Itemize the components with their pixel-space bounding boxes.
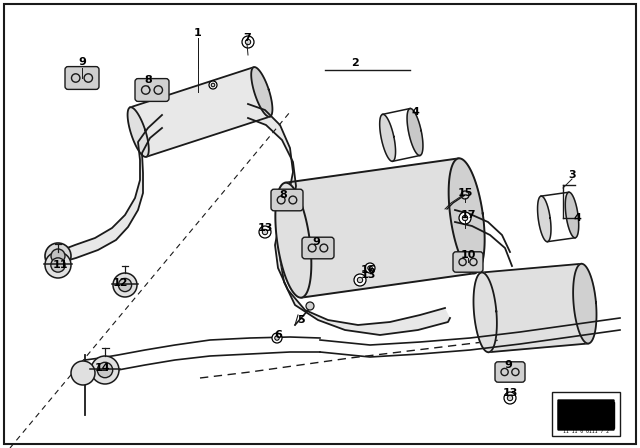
Polygon shape [482, 264, 588, 352]
Circle shape [357, 277, 363, 283]
Polygon shape [558, 400, 614, 430]
Circle shape [118, 278, 132, 292]
Circle shape [462, 215, 468, 221]
Circle shape [45, 252, 71, 278]
Text: 11: 11 [52, 260, 68, 270]
Text: 13: 13 [360, 270, 376, 280]
Text: 10: 10 [460, 250, 476, 260]
Text: 3: 3 [568, 170, 576, 180]
Circle shape [91, 356, 119, 384]
Text: 9: 9 [312, 237, 320, 247]
FancyBboxPatch shape [453, 252, 483, 272]
Text: 8: 8 [144, 75, 152, 85]
Circle shape [113, 273, 137, 297]
FancyBboxPatch shape [271, 189, 303, 211]
Text: 9: 9 [504, 360, 512, 370]
Polygon shape [252, 67, 273, 117]
Circle shape [272, 333, 282, 343]
Circle shape [275, 336, 279, 340]
Polygon shape [127, 107, 148, 157]
Polygon shape [538, 196, 551, 241]
Text: 13: 13 [502, 388, 518, 398]
Text: 11 11 0 0111 7 2: 11 11 0 0111 7 2 [563, 428, 609, 434]
Text: 4: 4 [573, 213, 581, 223]
Circle shape [262, 229, 268, 235]
Circle shape [461, 191, 469, 199]
Text: 9: 9 [78, 57, 86, 67]
Circle shape [459, 212, 471, 224]
Polygon shape [275, 183, 311, 297]
Polygon shape [248, 104, 450, 335]
Polygon shape [449, 158, 484, 273]
Circle shape [71, 361, 95, 385]
Polygon shape [380, 114, 396, 161]
Bar [552, 392, 620, 436]
Polygon shape [565, 192, 579, 238]
Text: 16: 16 [360, 265, 376, 275]
Circle shape [508, 395, 513, 401]
Text: 6: 6 [274, 330, 282, 340]
Polygon shape [407, 108, 423, 155]
Circle shape [242, 36, 254, 48]
Circle shape [211, 83, 215, 87]
Polygon shape [558, 402, 614, 428]
Text: 14: 14 [94, 363, 110, 373]
Text: 12: 12 [112, 278, 128, 288]
Circle shape [51, 249, 65, 263]
Circle shape [365, 263, 375, 273]
Text: 13: 13 [257, 223, 273, 233]
Text: 15: 15 [458, 188, 473, 198]
Circle shape [259, 226, 271, 238]
Text: 17: 17 [460, 210, 476, 220]
Text: 8: 8 [279, 190, 287, 200]
Text: 1: 1 [194, 28, 202, 38]
Text: 4: 4 [411, 107, 419, 117]
Polygon shape [285, 159, 475, 297]
Circle shape [504, 392, 516, 404]
FancyBboxPatch shape [495, 362, 525, 382]
Circle shape [368, 266, 372, 270]
Text: 2: 2 [351, 58, 359, 68]
Polygon shape [130, 67, 270, 157]
FancyBboxPatch shape [135, 78, 169, 101]
Text: 5: 5 [297, 315, 305, 325]
Polygon shape [573, 264, 596, 344]
Text: 7: 7 [243, 33, 251, 43]
Circle shape [306, 302, 314, 310]
Circle shape [51, 258, 65, 272]
Polygon shape [474, 272, 497, 352]
Circle shape [45, 243, 71, 269]
Circle shape [209, 81, 217, 89]
Polygon shape [62, 115, 162, 262]
Circle shape [97, 362, 113, 378]
Circle shape [354, 274, 366, 286]
FancyBboxPatch shape [302, 237, 334, 259]
FancyBboxPatch shape [65, 67, 99, 90]
Circle shape [245, 39, 251, 45]
